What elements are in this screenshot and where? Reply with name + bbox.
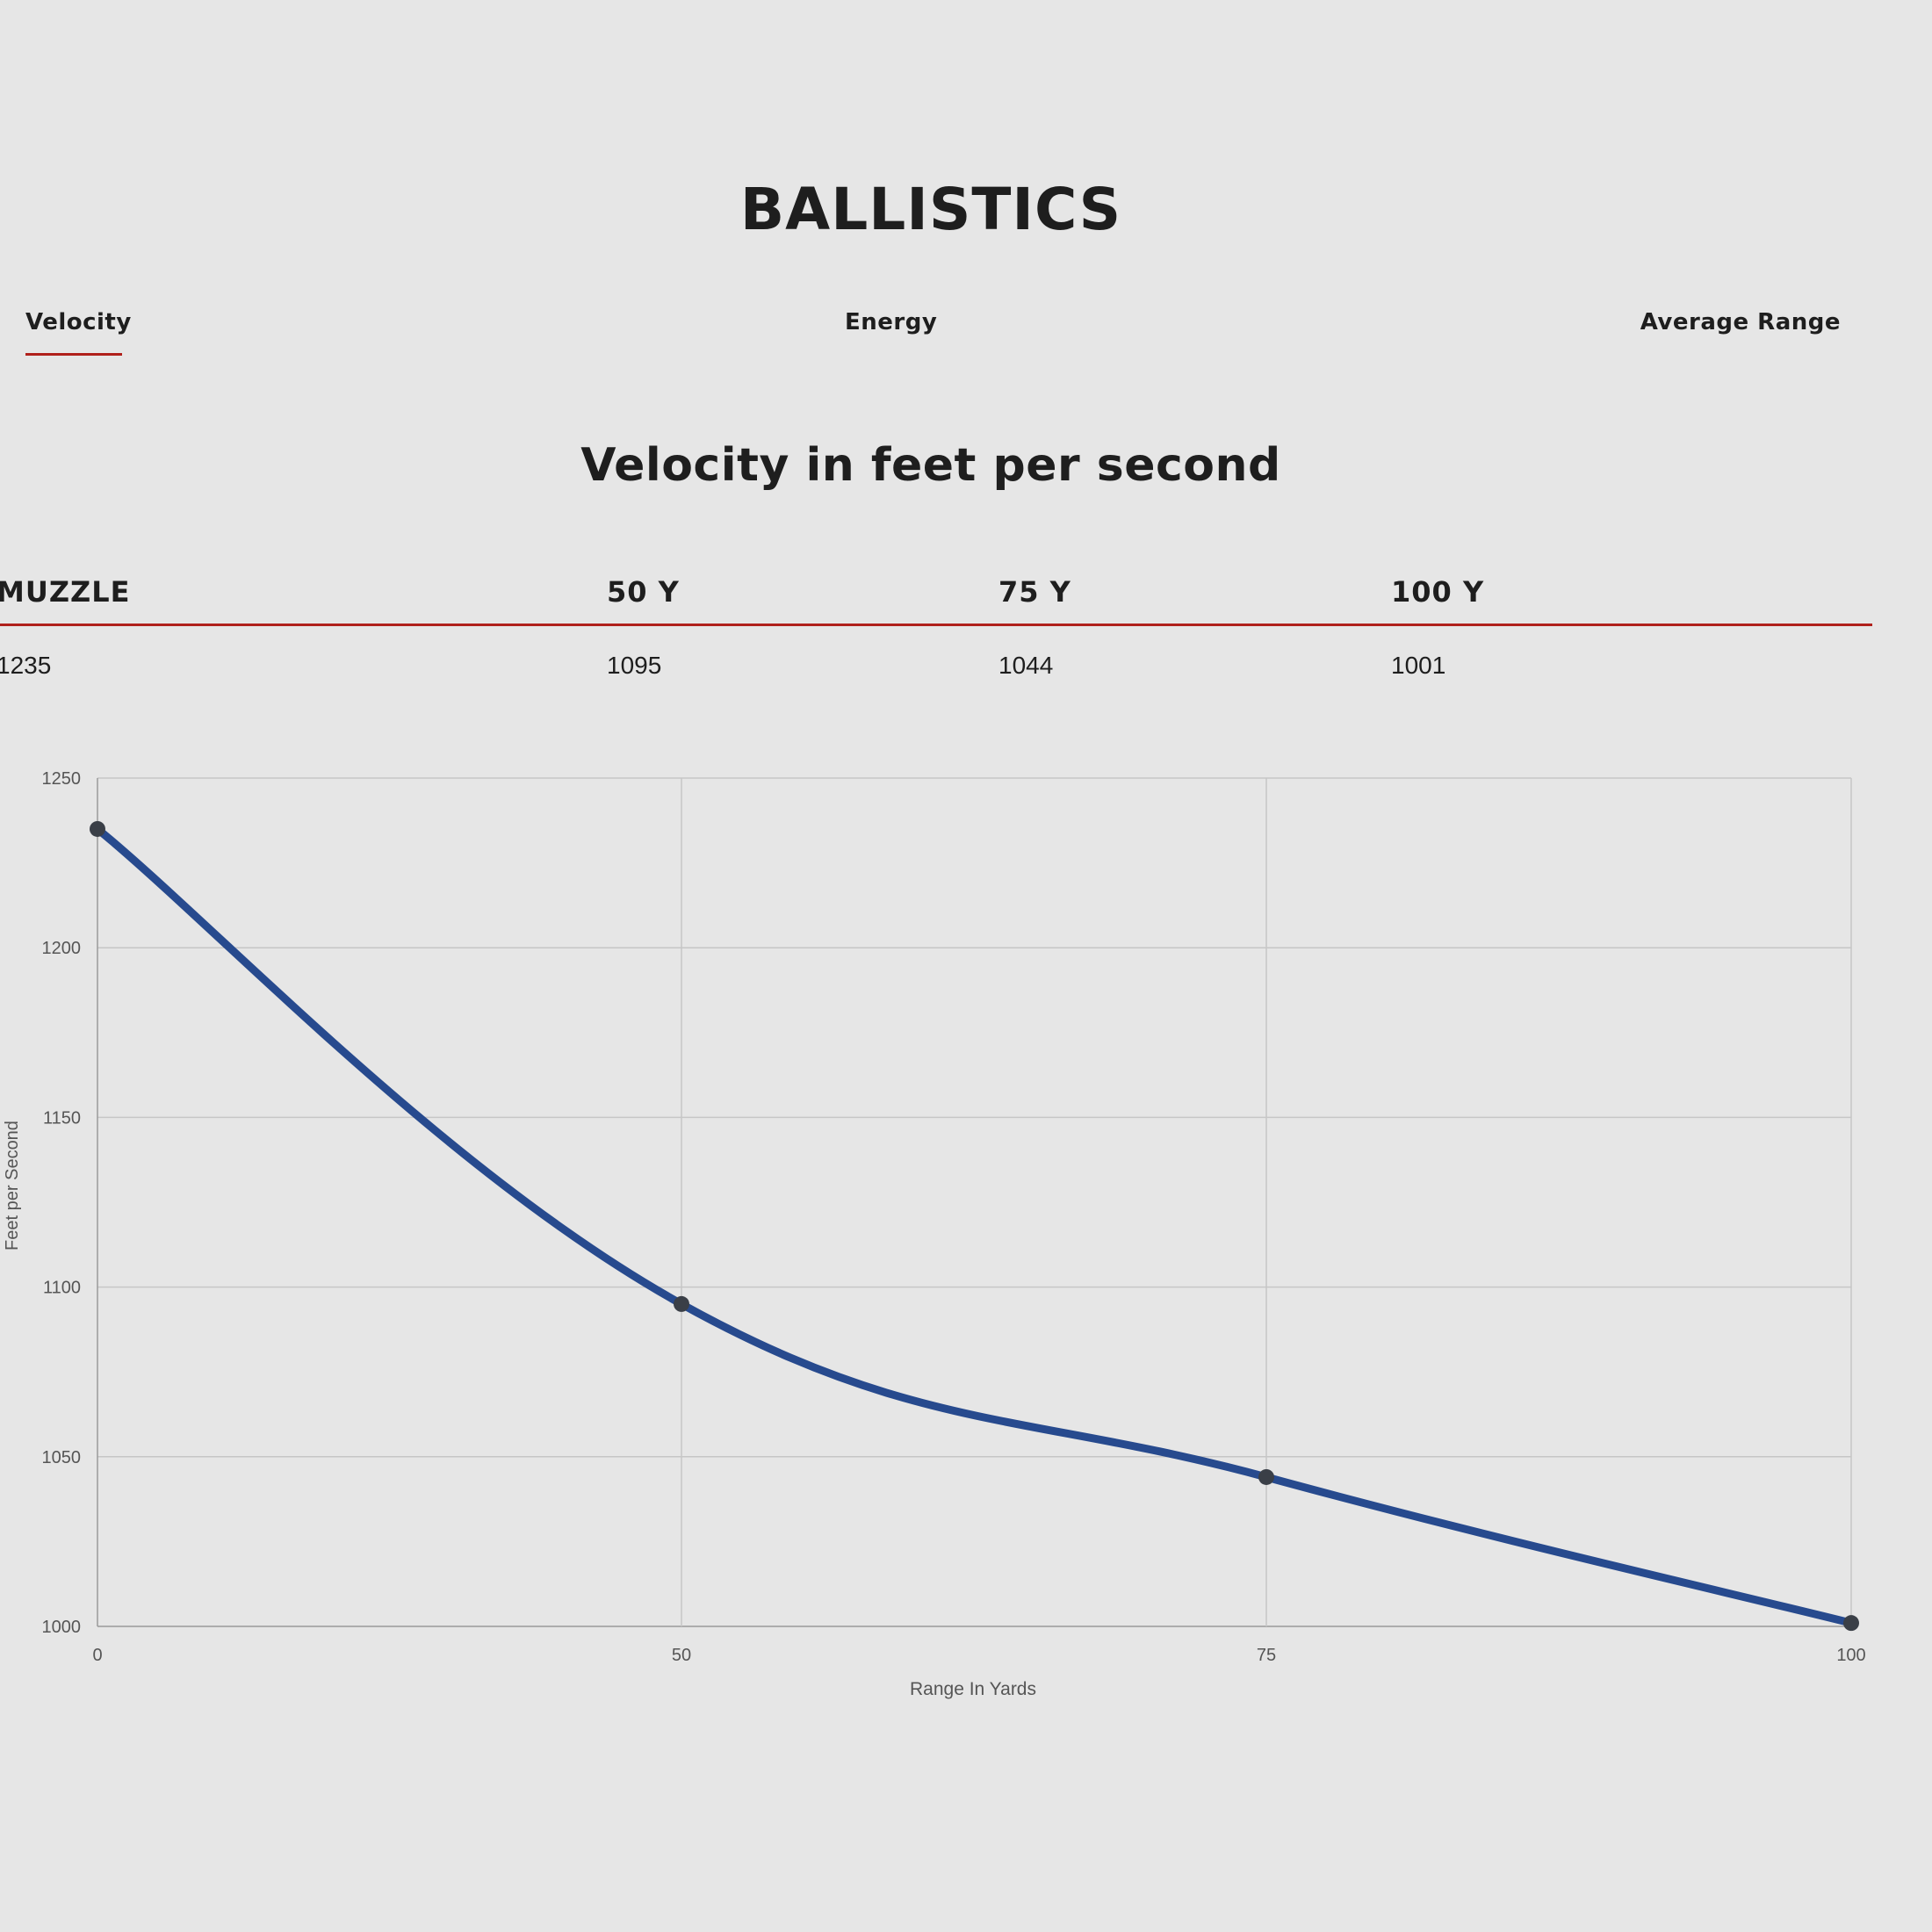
y-tick-label: 1000 bbox=[42, 1618, 82, 1637]
table-header-muzzle: MUZZLE bbox=[0, 575, 131, 609]
data-point[interactable] bbox=[1843, 1615, 1859, 1632]
table-cell-muzzle: 1235 bbox=[0, 652, 52, 679]
table-header-100y: 100 Y bbox=[1391, 575, 1485, 609]
x-tick-label: 50 bbox=[672, 1646, 691, 1665]
table-divider bbox=[0, 624, 1872, 626]
x-tick-label: 100 bbox=[1836, 1646, 1865, 1665]
page-title: BALLISTICS bbox=[739, 176, 1122, 243]
table-header-75y: 75 Y bbox=[998, 575, 1071, 609]
x-tick-label: 0 bbox=[92, 1646, 102, 1665]
chart-series bbox=[90, 820, 1859, 1632]
x-tick-label: 75 bbox=[1257, 1646, 1276, 1665]
x-axis-label: Range In Yards bbox=[910, 1679, 1036, 1699]
y-tick-label: 1100 bbox=[43, 1279, 81, 1298]
y-tick-label: 1150 bbox=[43, 1108, 81, 1128]
y-tick-label: 1200 bbox=[42, 939, 82, 958]
data-point[interactable] bbox=[1258, 1468, 1274, 1485]
table-cell-100y: 1001 bbox=[1391, 652, 1446, 679]
table-cell-50y: 1095 bbox=[607, 652, 662, 679]
table-header-50y: 50 Y bbox=[607, 575, 680, 609]
y-tick-label: 1050 bbox=[42, 1448, 82, 1467]
chart-tick-labels: 1250 1200 1150 1100 1050 1000 0 50 75 100 bbox=[42, 769, 1866, 1665]
chart-grid bbox=[97, 777, 1852, 1627]
data-point[interactable] bbox=[90, 820, 105, 837]
tab-velocity[interactable]: Velocity bbox=[25, 309, 132, 335]
tab-average-range[interactable]: Average Range bbox=[1640, 309, 1841, 335]
tab-energy[interactable]: Energy bbox=[845, 309, 938, 335]
section-title: Velocity in feet per second bbox=[580, 439, 1281, 492]
data-point[interactable] bbox=[674, 1295, 689, 1312]
series-line bbox=[93, 825, 1856, 1627]
active-tab-indicator bbox=[25, 353, 122, 356]
y-tick-label: 1250 bbox=[42, 769, 82, 789]
table-cell-75y: 1044 bbox=[998, 652, 1054, 679]
y-axis-label: Feet per Second bbox=[3, 1121, 22, 1251]
